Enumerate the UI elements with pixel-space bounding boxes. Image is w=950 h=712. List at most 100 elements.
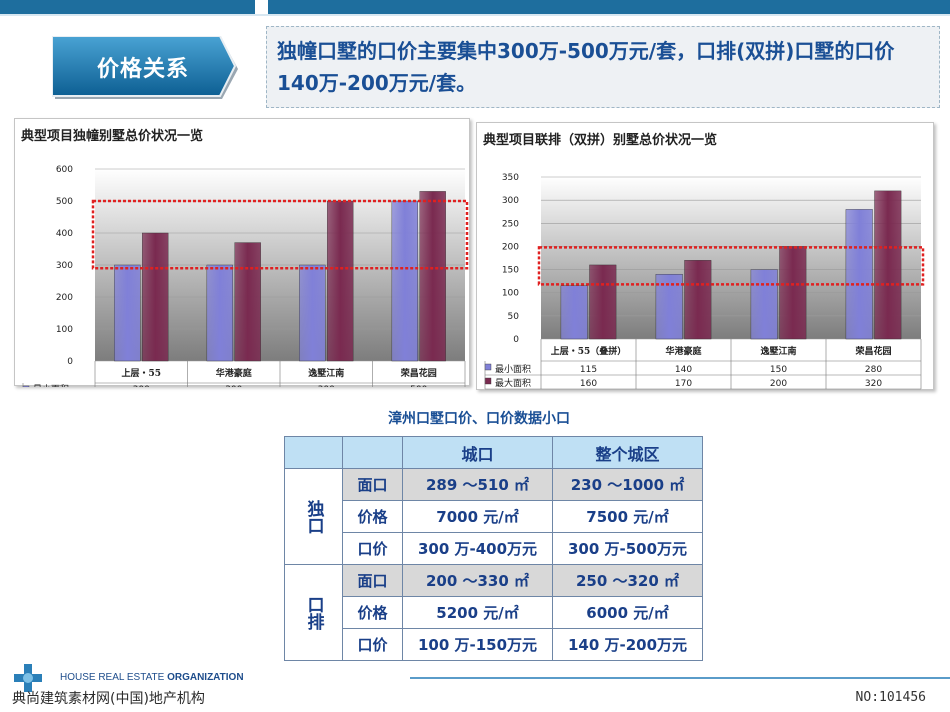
table-row: 价格 7000 元/㎡ 7500 元/㎡ [285,500,703,533]
section-title-tab: 价格关系 [52,36,242,100]
legend-label: 最大面积 [495,377,531,389]
table-row: 口价 100 万-150万元 140 万-200万元 [285,628,703,661]
table-row: 独口 面口 289 ～510 ㎡ 230 ～1000 ㎡ [284,468,703,565]
y-tick-label: 150 [502,266,519,276]
y-tick-label: 50 [508,312,520,322]
footer-divider [410,677,950,679]
cell-value: 289 ～510 ㎡ [402,468,553,501]
y-tick-label: 500 [56,197,73,207]
cell-value: 6000 元/㎡ [552,596,703,629]
bar [142,232,169,362]
table-title: 漳州口墅口价、口价数据小口 [388,411,570,427]
y-tick-label: 300 [56,261,73,271]
bar [874,190,902,340]
category-label: 逸墅江南 [760,345,796,357]
header-city: 城口 [402,436,553,469]
y-tick-label: 250 [502,219,519,229]
bar [327,200,354,362]
cell-value: 300 万-400万元 [402,532,553,565]
data-label: 140 [675,365,692,375]
bar-chart-detached: 0 100 200 300 400 500 600 上层・55 华港豪庭 逸墅江南 荣昌花园最小面积… [22,165,469,387]
header-blank [342,436,403,469]
table-row: 价格 5200 元/㎡ 6000 元/㎡ [285,596,703,629]
table-row: 口价 300 万-400万元 300 万-500万元 [285,532,703,565]
top-accent-bar-right [268,0,950,14]
highlight-range-box [537,246,925,286]
top-divider [0,14,950,16]
highlight-range-box [91,199,469,270]
data-label: 300 [225,385,242,387]
bar [234,242,261,362]
summary-text: 独幢口墅的口价主要集中300万-500万元/套，口排(双拼)口墅的口价140万-… [277,39,895,95]
brand-en-1: HOUSE REAL ESTATE [60,672,165,683]
legend-swatch [22,385,30,387]
category-label: 上层・55（叠拼） [551,345,627,357]
data-label: 150 [770,365,787,375]
legend-label: 最小面积 [495,363,531,375]
page-number: NO:101456 [855,690,926,705]
cell-value: 7000 元/㎡ [402,500,553,533]
y-tick-label: 100 [56,325,73,335]
data-label: 160 [580,379,597,389]
bar [419,191,446,362]
price-data-table: 城口 整个城区 独口 面口 289 ～510 ㎡ 230 ～1000 ㎡ 价格 … [284,436,703,661]
bar [750,269,778,340]
chart-panel-detached: 典型项目独幢别墅总价状况一览 0 100 200 300 400 500 600 上层・55 华… [14,118,470,387]
y-tick-label: 350 [502,173,519,183]
legend-label: 最小面积 [33,383,69,387]
chart-title: 典型项目独幢别墅总价状况一览 [21,129,204,144]
bar-chart-townhouse: 0 50 100 150 200 250 300 350 上层・55（叠拼） 华港豪庭 逸墅江南 荣昌… [484,173,925,390]
cell-value: 100 万-150万元 [402,628,553,661]
category-label: 逸墅江南 [308,367,344,379]
y-tick-label: 400 [56,229,73,239]
cell-value: 7500 元/㎡ [552,500,703,533]
legend-swatch [484,363,492,371]
data-label: 115 [580,365,597,375]
y-tick-label: 600 [56,165,73,175]
row-label: 口价 [342,532,403,565]
header-district: 整个城区 [552,436,703,469]
bar [684,260,712,340]
summary-box: 独幢口墅的口价主要集中300万-500万元/套，口排(双拼)口墅的口价140万-… [266,26,940,108]
data-label: 320 [865,379,882,389]
bar [299,264,326,362]
category-label: 华港豪庭 [665,345,702,357]
category-label: 华港豪庭 [216,367,253,379]
data-label: 170 [675,379,692,389]
row-label: 面口 [342,564,403,597]
bar [391,200,418,362]
table-header-row: 城口 整个城区 [284,436,703,469]
bar [114,264,141,362]
brand-en-2: ORGANIZATION [167,672,244,683]
title-tab-shape [52,36,238,99]
footer-brand-en: HOUSE REAL ESTATE ORGANIZATION [60,672,244,683]
organization-logo-icon [14,664,42,692]
header-blank [284,436,343,469]
chart-title: 典型项目联排（双拼）别墅总价状况一览 [483,133,718,148]
footer-brand-cn: 典尚建筑素材网(中国)地产机构 [12,691,205,707]
bar [589,264,617,340]
bar [560,285,588,340]
data-label: 500 [410,385,427,387]
page-title: 价格关系 [96,57,189,82]
cell-value: 250 ～320 ㎡ [552,564,703,597]
legend-swatch [484,377,492,385]
cell-value: 200 ～330 ㎡ [402,564,553,597]
y-tick-label: 0 [513,335,519,345]
table-row: 口排 面口 200 ～330 ㎡ 250 ～320 ㎡ [284,564,703,661]
cell-value: 230 ～1000 ㎡ [552,468,703,501]
row-label: 口价 [342,628,403,661]
group-label: 口排 [284,564,343,661]
bar [779,246,807,340]
top-accent-bar-left [0,0,255,14]
y-tick-label: 300 [502,196,519,206]
data-label: 300 [318,385,335,387]
data-label: 300 [133,385,150,387]
y-tick-label: 100 [502,289,519,299]
data-label: 280 [865,365,882,375]
bar [845,209,873,340]
row-label: 价格 [342,596,403,629]
y-tick-label: 200 [56,293,73,303]
y-tick-label: 200 [502,242,519,252]
category-label: 上层・55 [121,367,161,379]
